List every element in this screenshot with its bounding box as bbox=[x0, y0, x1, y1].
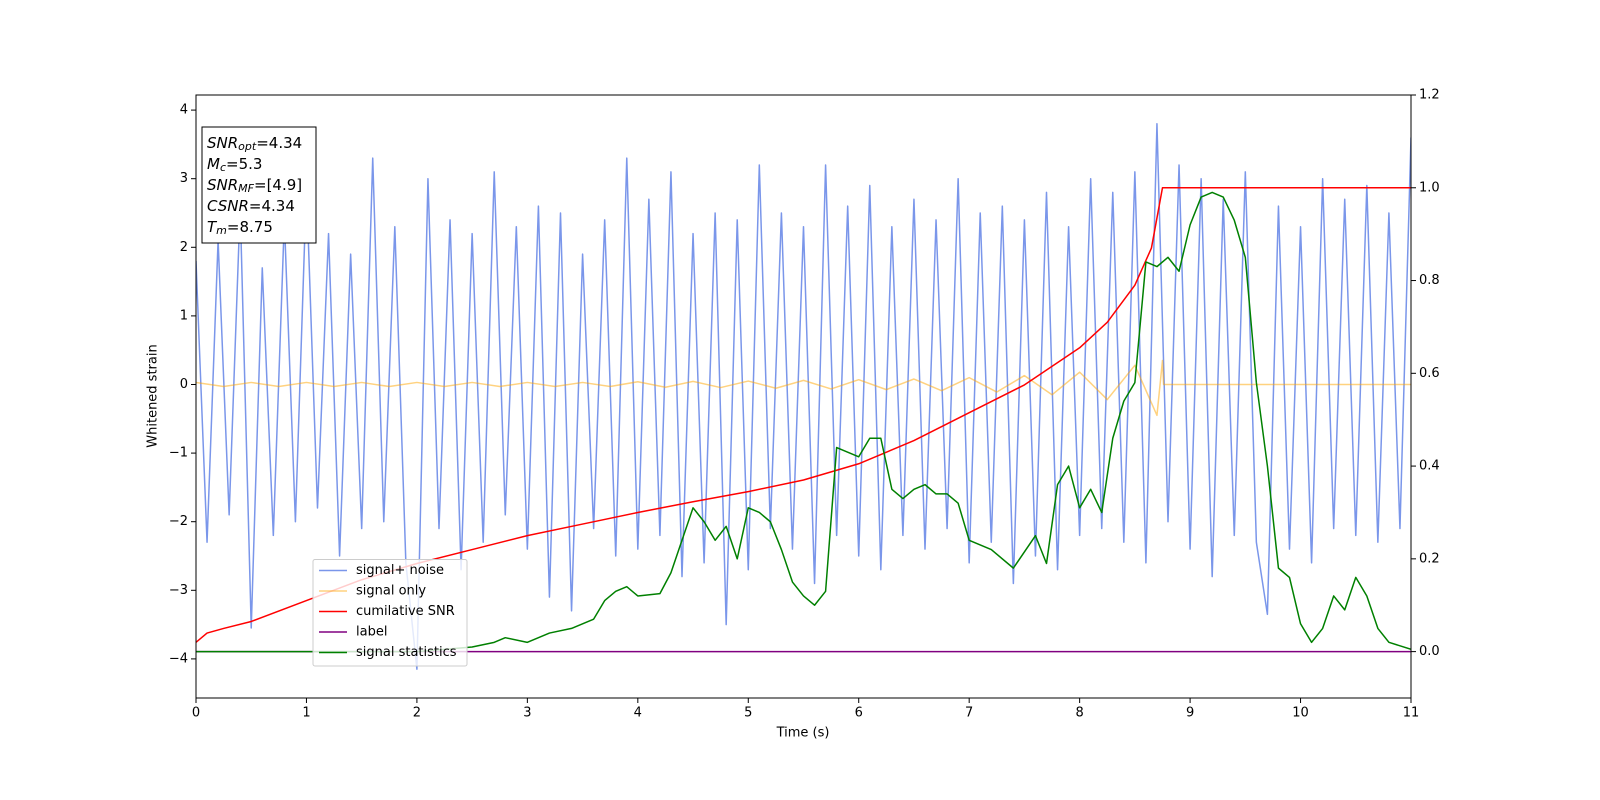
y-tick-label: −1 bbox=[169, 446, 188, 461]
x-tick-label: 10 bbox=[1292, 706, 1309, 721]
annotation-symbol: SNR bbox=[207, 176, 238, 194]
x-axis-label: Time (s) bbox=[776, 726, 830, 741]
x-tick-label: 8 bbox=[1075, 706, 1083, 721]
x-tick-label: 1 bbox=[302, 706, 310, 721]
annotation-value: =8.75 bbox=[227, 218, 273, 236]
y-tick-label: −3 bbox=[169, 583, 188, 598]
y2-tick-label: 1.0 bbox=[1419, 180, 1440, 195]
annotation-line: SNRMF=[4.9] bbox=[207, 176, 302, 196]
annotation-symbol: T bbox=[207, 218, 218, 236]
y2-tick-label: 0.4 bbox=[1419, 459, 1440, 474]
x-tick-label: 0 bbox=[192, 706, 200, 721]
annotation-value: =4.34 bbox=[256, 134, 302, 152]
y-tick-label: 2 bbox=[180, 240, 188, 255]
annotation-subscript: c bbox=[220, 161, 226, 174]
legend-label: signal statistics bbox=[356, 645, 457, 660]
annotation-line: SNRopt=4.34 bbox=[207, 134, 302, 154]
series-line bbox=[196, 191, 1411, 653]
y2-tick-label: 0.2 bbox=[1419, 551, 1440, 566]
y-tick-label: 1 bbox=[180, 308, 188, 323]
x-tick-label: 5 bbox=[744, 706, 752, 721]
x-tick-label: 11 bbox=[1403, 706, 1420, 721]
series-line bbox=[196, 359, 1411, 417]
y2-tick-label: 0.6 bbox=[1419, 366, 1440, 381]
series-line bbox=[196, 123, 1411, 670]
x-tick-label: 2 bbox=[413, 706, 421, 721]
series-line bbox=[196, 187, 1411, 643]
annotation-value: =4.34 bbox=[249, 197, 295, 215]
annotation-value: =5.3 bbox=[226, 155, 262, 173]
annotation-subscript: opt bbox=[238, 140, 257, 153]
x-tick-label: 6 bbox=[855, 706, 863, 721]
y-tick-label: −4 bbox=[169, 651, 188, 666]
y-tick-label: −2 bbox=[169, 514, 188, 529]
y2-tick-label: 1.2 bbox=[1419, 88, 1440, 103]
y-tick-label: 0 bbox=[180, 377, 188, 392]
x-tick-label: 7 bbox=[965, 706, 973, 721]
y-tick-label: 4 bbox=[180, 103, 188, 118]
annotation-subscript: MF bbox=[238, 182, 254, 195]
y-axis-label: Whitened strain bbox=[146, 344, 161, 447]
annotation-box: SNRopt=4.34Mc=5.3SNRMF=[4.9]CSNR=4.34Tm=… bbox=[201, 126, 317, 244]
x-tick-label: 9 bbox=[1186, 706, 1194, 721]
legend-label: label bbox=[356, 625, 387, 640]
annotation-subscript: m bbox=[216, 224, 227, 237]
legend: signal+ noise signal only cumilative SNR la… bbox=[312, 559, 468, 667]
y2-tick-label: 0.0 bbox=[1419, 644, 1440, 659]
legend-label: cumilative SNR bbox=[356, 604, 455, 619]
annotation-symbol: M bbox=[207, 155, 220, 173]
axes-frame bbox=[195, 94, 1412, 699]
x-tick-label: 4 bbox=[634, 706, 642, 721]
legend-label: signal only bbox=[356, 584, 426, 599]
annotation-line: Mc=5.3 bbox=[207, 155, 262, 175]
legend-label: signal+ noise bbox=[356, 563, 444, 578]
annotation-line: Tm=8.75 bbox=[207, 218, 273, 238]
annotation-symbol: CSNR bbox=[207, 197, 249, 215]
annotation-symbol: SNR bbox=[207, 134, 238, 152]
x-tick-label: 3 bbox=[523, 706, 531, 721]
y2-tick-label: 0.8 bbox=[1419, 273, 1440, 288]
legend-frame bbox=[312, 559, 468, 667]
y-tick-label: 3 bbox=[180, 171, 188, 186]
annotation-value: =[4.9] bbox=[254, 176, 302, 194]
annotation-line: CSNR=4.34 bbox=[207, 197, 295, 215]
annotation-frame bbox=[201, 126, 317, 244]
